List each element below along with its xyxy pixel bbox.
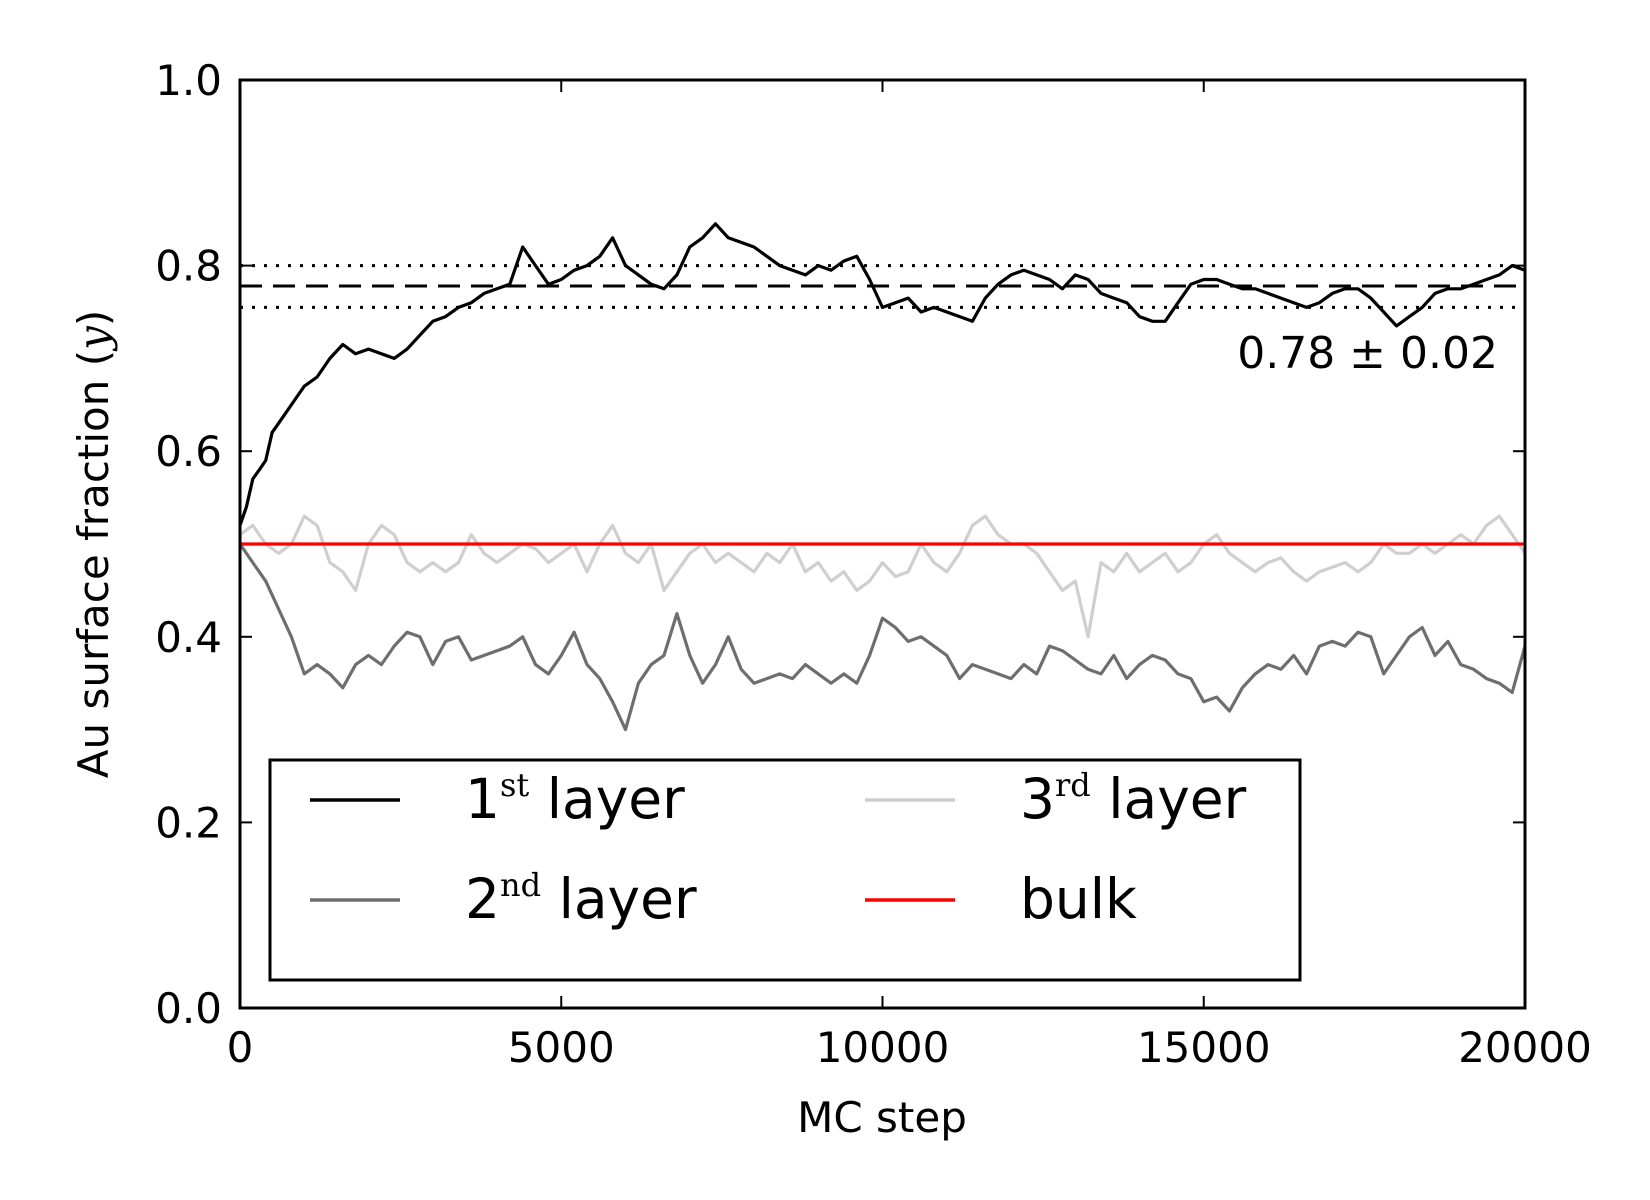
y-axis-label: Au surface fraction (y): [69, 310, 118, 779]
legend-label: 3rd layer: [1020, 766, 1247, 831]
mean-annotation: 0.78 ± 0.02: [1237, 328, 1498, 379]
series-layer: [238, 222, 1527, 732]
y-tick-label: 0.2: [155, 798, 222, 847]
y-tick-label: 1.0: [155, 56, 222, 105]
series-line-2nd-layer: [238, 543, 1527, 732]
legend: 1st layer 2nd layer 3rd layer bulk: [268, 758, 1302, 982]
y-axis-label-text: Au surface fraction: [69, 380, 118, 779]
x-axis-label: MC step: [797, 1093, 967, 1142]
x-tick-label: 5000: [508, 1023, 615, 1072]
y-tick-label: 0.8: [155, 242, 222, 291]
legend-label: 2nd layer: [465, 866, 697, 931]
y-tick-label: 0.6: [155, 427, 222, 476]
x-tick-label: 15000: [1137, 1023, 1271, 1072]
y-tick-label: 0.4: [155, 613, 222, 662]
legend-label: bulk: [1020, 867, 1137, 931]
x-tick-label: 20000: [1458, 1023, 1592, 1072]
legend-label: 1st layer: [465, 766, 685, 831]
y-axis-label-open-paren: (: [69, 350, 118, 380]
y-axis-label-close-paren: ): [69, 310, 118, 326]
y-axis-label-symbol: y: [69, 325, 118, 352]
x-tick-label: 0: [227, 1023, 254, 1072]
series-line-1st-layer: [238, 222, 1526, 526]
x-tick-label: 10000: [816, 1023, 950, 1072]
series-line-3rd-layer: [239, 514, 1527, 639]
y-tick-label: 0.0: [155, 984, 222, 1033]
tick-labels: 0 5000 10000 15000 20000 0.0 0.2 0.4 0.6 0.8 1.0: [155, 56, 1592, 1072]
ticks: [239, 79, 1526, 1009]
legend-frame: [268, 758, 1302, 982]
